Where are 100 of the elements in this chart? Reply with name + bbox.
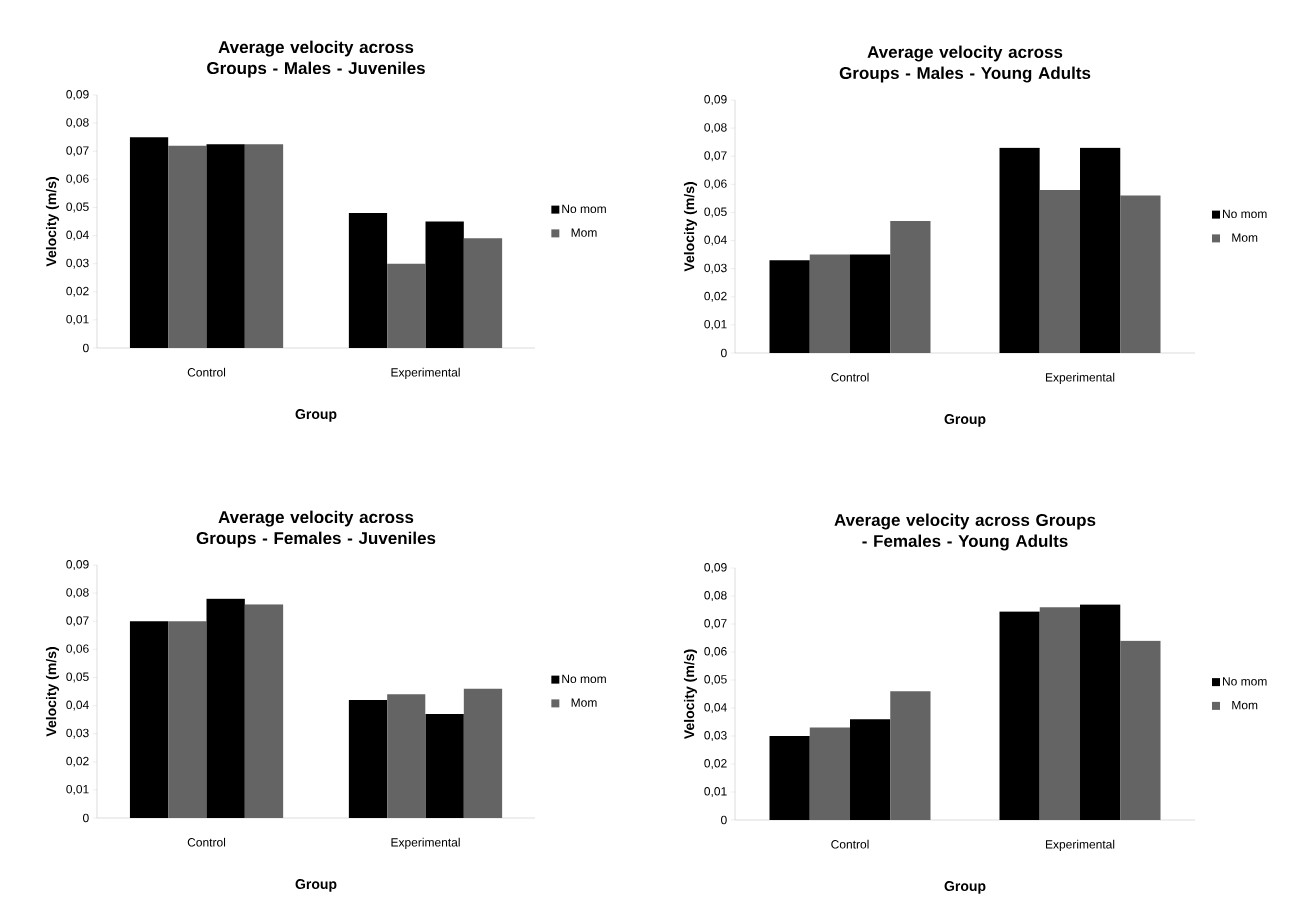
y-tick-label: 0,03 <box>704 263 727 274</box>
y-tick-label: 0,06 <box>66 644 89 655</box>
bar <box>168 145 207 348</box>
bar <box>850 719 891 820</box>
y-tick-label: 0,09 <box>66 560 89 570</box>
y-tick-label: 0,09 <box>704 563 727 573</box>
chart-title: Average velocity across Groups - Males - Juveniles <box>207 40 425 78</box>
y-tick-label: 0,03 <box>66 728 89 739</box>
bar <box>1120 640 1161 820</box>
bar <box>387 263 426 348</box>
x-axis-title: Group <box>944 414 986 427</box>
bar <box>425 221 464 348</box>
bar <box>850 254 891 353</box>
bar <box>809 727 851 820</box>
y-tick-label: 0,02 <box>66 756 89 767</box>
legend-label: No mom <box>1223 209 1267 219</box>
y-tick-label: 0,02 <box>704 759 727 769</box>
x-tick-label: Control <box>831 372 869 382</box>
bar <box>129 137 169 348</box>
bar <box>168 621 207 818</box>
chart-title: Average velocity across Groups - Males - Young Adults <box>839 45 1091 83</box>
legend-label: No mom <box>562 204 606 214</box>
bar <box>1120 195 1161 353</box>
bar <box>1039 189 1081 353</box>
bar <box>244 144 284 348</box>
y-tick-label: 0,02 <box>704 291 727 302</box>
y-tick-label: 0,09 <box>66 90 89 100</box>
y-axis-title: Velocity (m/s) <box>45 177 59 267</box>
legend-label: Mom <box>571 698 597 707</box>
y-tick-label: 0,05 <box>704 675 727 685</box>
bar <box>809 254 851 353</box>
legend-label: Mom <box>571 228 597 237</box>
y-tick-label: 0 <box>83 813 89 823</box>
x-axis-title: Group <box>944 881 986 894</box>
y-tick-label: 0,01 <box>66 784 89 795</box>
y-axis-title: Velocity (m/s) <box>683 649 697 740</box>
chart-title: Average velocity across Groups - Females - Young Adults <box>834 513 1096 551</box>
y-tick-label: 0 <box>721 815 727 825</box>
y-tick-label: 0,03 <box>704 731 727 741</box>
bar <box>206 598 245 818</box>
y-tick-label: 0 <box>721 348 727 358</box>
y-tick-label: 0,04 <box>66 700 89 711</box>
y-tick-label: 0 <box>83 343 89 353</box>
y-tick-label: 0,06 <box>704 179 727 190</box>
x-tick-label: Control <box>187 367 226 377</box>
bar <box>1080 147 1121 353</box>
y-tick-label: 0,07 <box>66 616 89 627</box>
x-tick-label: Control <box>187 837 226 847</box>
bar <box>1039 607 1081 820</box>
x-tick-label: Experimental <box>1045 372 1115 384</box>
y-tick-label: 0,05 <box>704 207 727 218</box>
y-tick-label: 0,08 <box>704 591 727 601</box>
bar <box>348 699 388 818</box>
y-tick-label: 0,07 <box>66 146 89 157</box>
y-axis-title: Velocity (m/s) <box>683 182 697 272</box>
y-tick-label: 0,01 <box>704 319 727 330</box>
y-tick-label: 0,06 <box>66 174 89 185</box>
y-tick-label: 0,03 <box>66 258 89 269</box>
x-axis-title: Group <box>295 409 337 422</box>
x-tick-label: Experimental <box>1045 839 1115 851</box>
y-tick-label: 0,04 <box>704 235 727 246</box>
bar <box>999 147 1040 353</box>
y-tick-label: 0,01 <box>704 787 727 797</box>
y-tick-label: 0,09 <box>704 95 727 105</box>
legend-label: Mom <box>1232 701 1258 710</box>
x-tick-label: Experimental <box>391 367 460 379</box>
legend-label: Mom <box>1232 233 1258 242</box>
y-tick-label: 0,06 <box>704 647 727 657</box>
legend-label: No mom <box>1223 677 1267 686</box>
bar <box>769 736 810 820</box>
x-tick-label: Control <box>831 839 869 849</box>
y-axis-title: Velocity (m/s) <box>45 647 59 737</box>
y-tick-label: 0,02 <box>66 286 89 297</box>
bar <box>387 694 426 818</box>
y-tick-label: 0,04 <box>704 703 727 713</box>
legend-label: No mom <box>562 674 606 684</box>
y-tick-label: 0,08 <box>704 123 727 134</box>
y-tick-label: 0,08 <box>66 588 89 599</box>
bar <box>890 691 931 820</box>
bar <box>206 144 245 348</box>
bar <box>244 604 284 818</box>
bar <box>890 220 931 353</box>
x-tick-label: Experimental <box>391 837 460 849</box>
y-tick-label: 0,04 <box>66 230 89 241</box>
bar <box>463 238 503 348</box>
chart-title: Average velocity across Groups - Females - Juveniles <box>196 510 436 548</box>
y-tick-label: 0,07 <box>704 151 727 162</box>
y-tick-label: 0,07 <box>704 619 727 629</box>
bar <box>348 213 388 348</box>
y-tick-label: 0,05 <box>66 672 89 683</box>
y-tick-label: 0,08 <box>66 118 89 129</box>
x-axis-title: Group <box>295 879 337 892</box>
bar <box>129 621 169 818</box>
bar <box>463 688 503 818</box>
bar <box>425 713 464 818</box>
bar <box>769 260 810 353</box>
bar <box>999 611 1040 820</box>
y-tick-label: 0,01 <box>66 314 89 325</box>
y-tick-label: 0,05 <box>66 202 89 213</box>
bar <box>1080 604 1121 820</box>
